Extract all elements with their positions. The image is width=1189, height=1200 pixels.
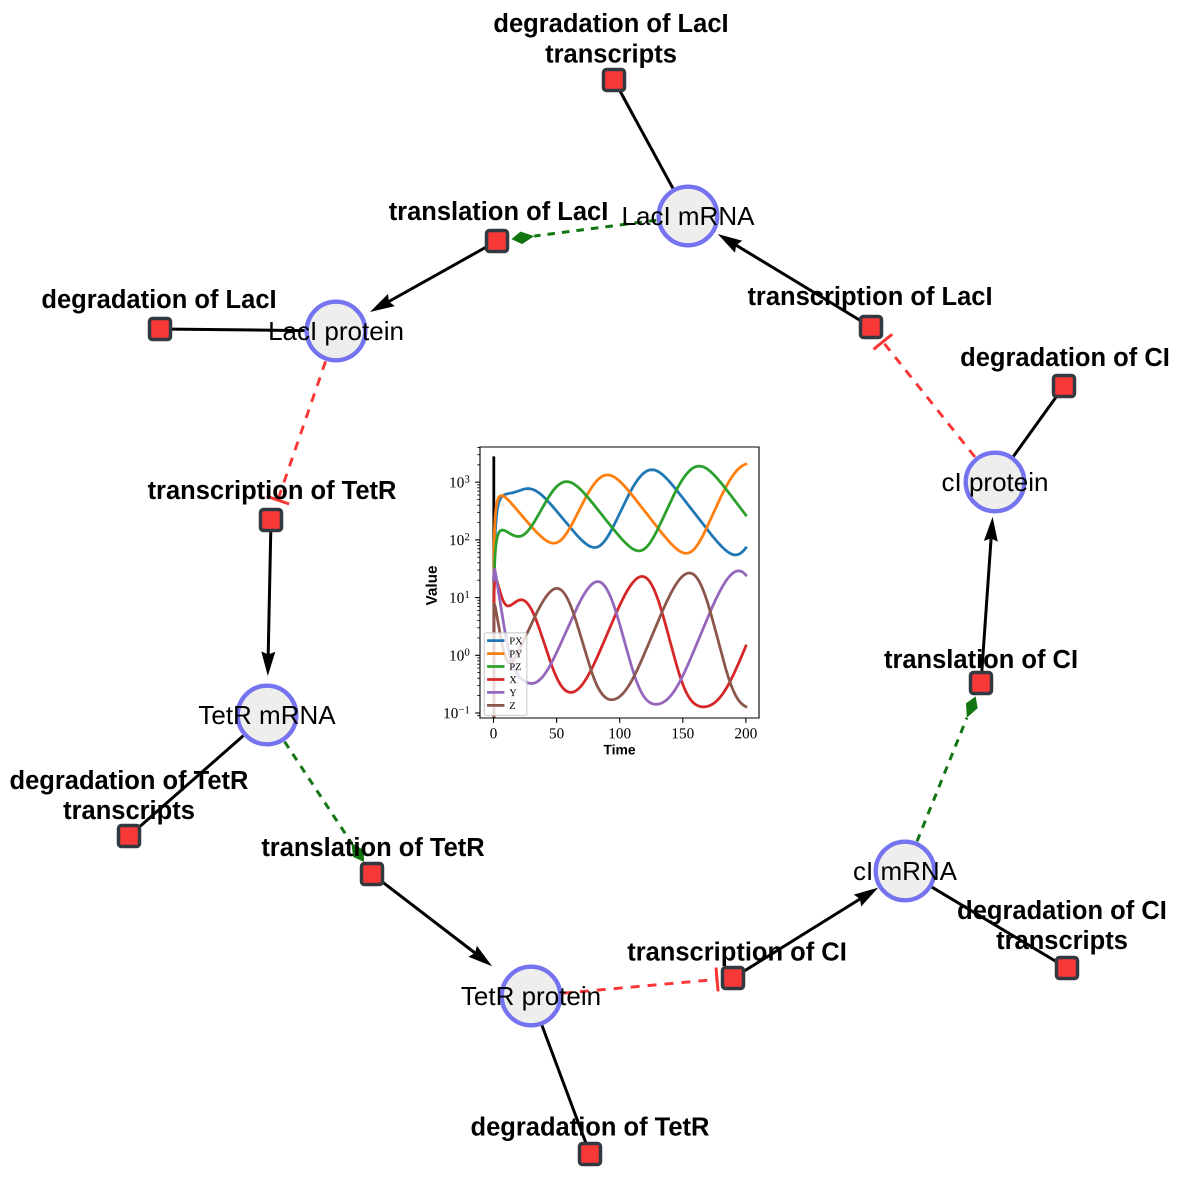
svg-text:LacI protein: LacI protein — [268, 316, 404, 346]
svg-text:translation of TetR: translation of TetR — [261, 834, 484, 862]
svg-text:degradation of LacI: degradation of LacI — [41, 286, 276, 314]
svg-text:transcripts: transcripts — [63, 797, 195, 825]
svg-text:transcription of CI: transcription of CI — [627, 939, 847, 967]
svg-text:TetR protein: TetR protein — [461, 981, 601, 1011]
svg-text:degradation of TetR: degradation of TetR — [10, 767, 249, 795]
svg-text:transcription of LacI: transcription of LacI — [747, 283, 992, 311]
svg-text:TetR mRNA: TetR mRNA — [198, 700, 336, 730]
svg-text:degradation of CI: degradation of CI — [957, 897, 1167, 925]
svg-text:degradation of LacI: degradation of LacI — [493, 10, 728, 38]
svg-text:cI protein: cI protein — [942, 467, 1049, 497]
svg-text:translation of LacI: translation of LacI — [389, 198, 609, 226]
svg-text:degradation of CI: degradation of CI — [960, 344, 1170, 372]
svg-text:transcription of TetR: transcription of TetR — [148, 477, 397, 505]
svg-text:translation of CI: translation of CI — [884, 646, 1078, 674]
svg-text:cI mRNA: cI mRNA — [853, 856, 958, 886]
svg-text:LacI mRNA: LacI mRNA — [622, 201, 756, 231]
svg-text:degradation of TetR: degradation of TetR — [471, 1114, 710, 1142]
svg-text:transcripts: transcripts — [545, 41, 677, 69]
svg-text:transcripts: transcripts — [996, 927, 1128, 955]
